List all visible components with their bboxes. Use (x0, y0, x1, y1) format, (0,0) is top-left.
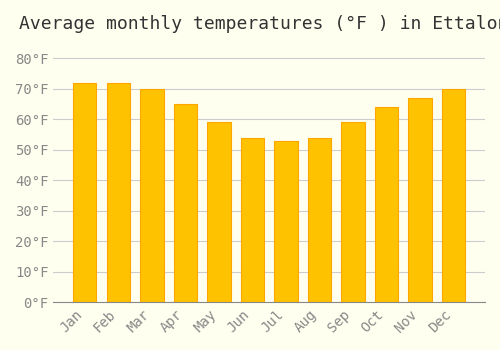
Bar (73, 83, 96, 302)
Bar (442, 89, 466, 302)
Bar (342, 122, 365, 302)
Bar (174, 104, 197, 302)
Title: Average monthly temperatures (°F ) in Ettalong: Average monthly temperatures (°F ) in Et… (19, 15, 500, 33)
Bar (240, 138, 264, 302)
Bar (274, 141, 297, 302)
Bar (375, 107, 398, 302)
Bar (140, 89, 164, 302)
Bar (408, 98, 432, 302)
Bar (106, 83, 130, 302)
Bar (308, 138, 331, 302)
Bar (207, 122, 231, 302)
